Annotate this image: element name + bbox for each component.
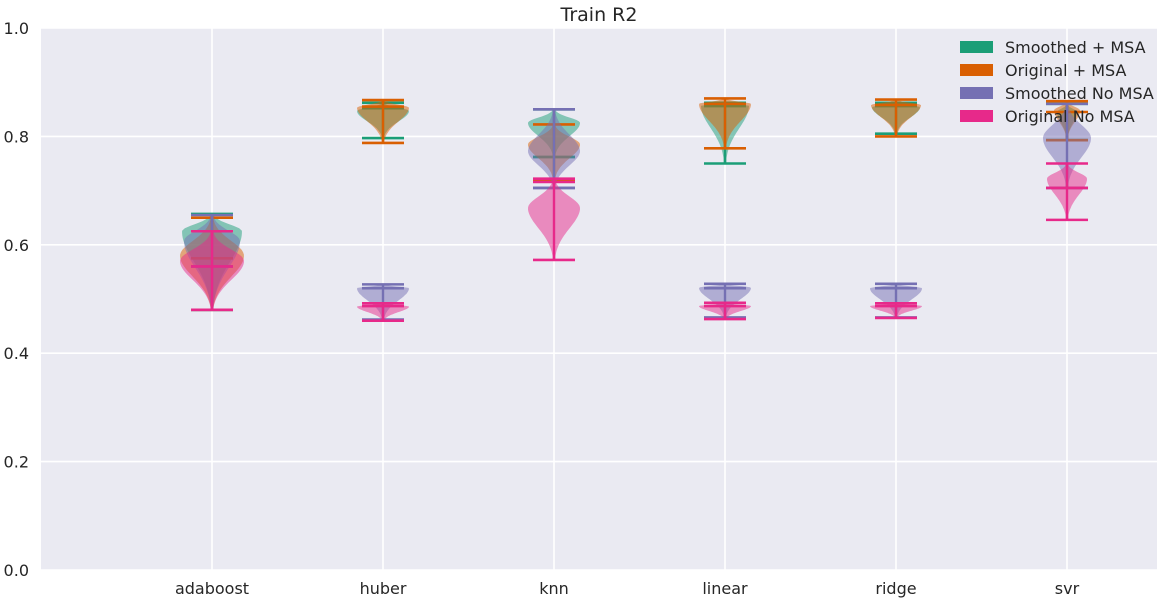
violin-group [357, 98, 409, 145]
x-tick-label: ridge [875, 579, 916, 598]
y-tick-label: 0.0 [4, 561, 29, 580]
legend-swatch [960, 41, 993, 53]
legend-label: Smoothed No MSA [1005, 84, 1154, 103]
legend-swatch [960, 110, 993, 122]
violin-group [528, 177, 580, 262]
violin-group [870, 302, 922, 320]
violin-group [871, 98, 921, 138]
x-tick-label: huber [360, 579, 407, 598]
y-tick-label: 0.6 [4, 236, 29, 255]
y-tick-label: 1.0 [4, 19, 29, 38]
y-tick-label: 0.8 [4, 127, 29, 146]
x-tick-label: knn [539, 579, 569, 598]
legend-label: Original + MSA [1005, 61, 1126, 80]
y-tick-label: 0.4 [4, 344, 29, 363]
violin-layer [180, 97, 1091, 322]
violin-group [357, 302, 409, 322]
x-tick-label: adaboost [175, 579, 249, 598]
y-tick-label: 0.2 [4, 453, 29, 472]
legend: Smoothed + MSA Original + MSA Smoothed No … [960, 38, 1154, 126]
x-tick-label: svr [1055, 579, 1080, 598]
violin-group [1046, 162, 1088, 222]
chart-title: Train R2 [560, 4, 638, 26]
legend-label: Smoothed + MSA [1005, 38, 1146, 57]
violin-group [180, 229, 244, 312]
legend-swatch [960, 87, 993, 99]
tick-labels: 0.0 0.2 0.4 0.6 0.8 1.0 adaboost huber knn linear… [4, 19, 1080, 598]
x-tick-label: linear [702, 579, 748, 598]
legend-swatch [960, 64, 993, 76]
violin-group [699, 301, 751, 321]
legend-label: Original No MSA [1005, 107, 1135, 126]
violin-group [699, 97, 751, 150]
